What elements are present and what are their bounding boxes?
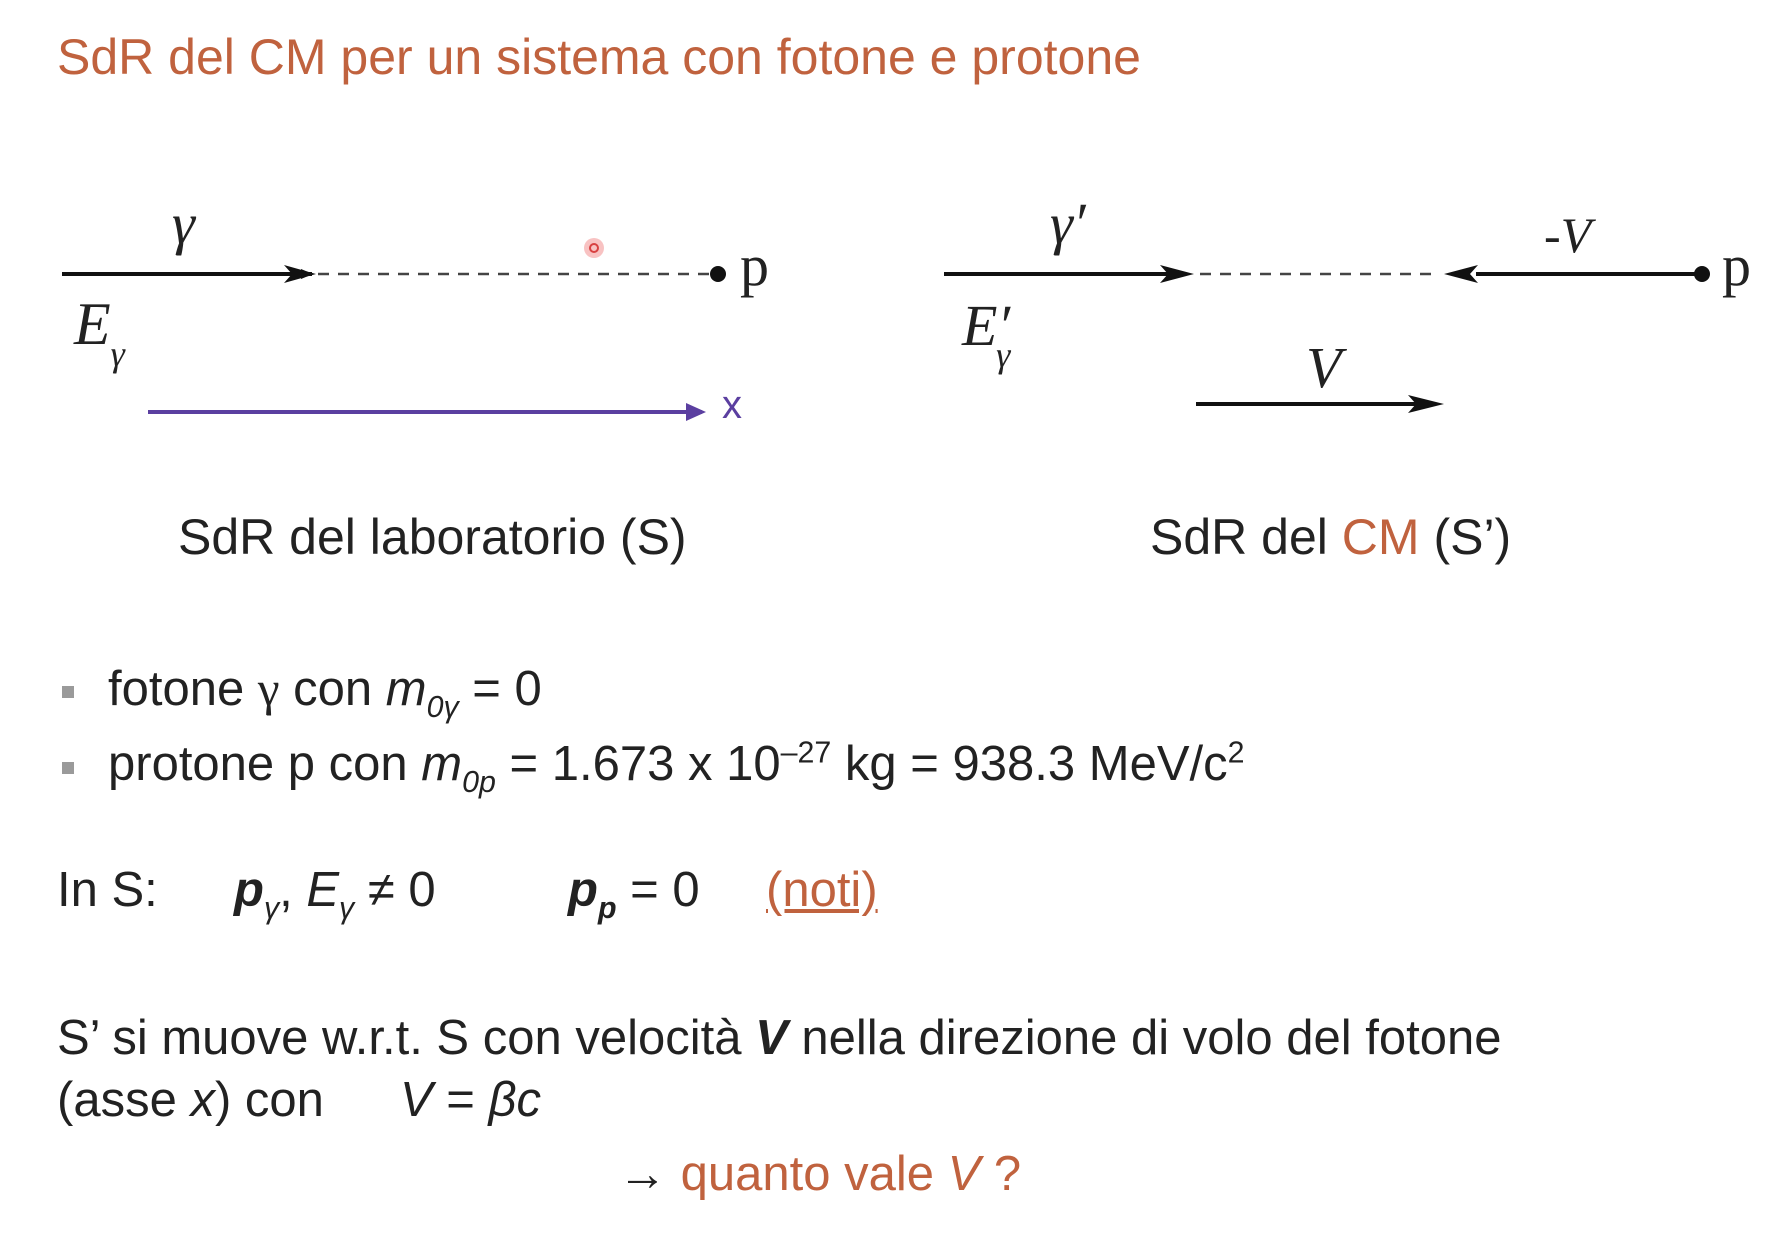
in-s-e-sub: γ — [339, 891, 355, 926]
lab-axis-label: x — [722, 383, 742, 427]
lab-diagram — [62, 238, 726, 421]
motion-line-2: (asse x) con — [57, 1072, 324, 1128]
cm-proton-label: p — [1722, 233, 1751, 298]
in-s-p-symbol: p — [234, 863, 264, 917]
in-s-pp-sub: p — [597, 891, 617, 926]
in-s-neq: ≠ 0 — [354, 863, 436, 917]
cm-diagram — [944, 265, 1710, 413]
motion-line-1: S’ si muove w.r.t. S con velocità V nell… — [57, 1010, 1502, 1066]
question-v: V — [947, 1147, 981, 1201]
motion-line2-post: ) con — [214, 1073, 324, 1127]
bullet-proton-unit: kg = 938.3 MeV/c — [831, 737, 1228, 791]
cm-energy-label: E′γ — [962, 292, 1024, 375]
cm-proton-velocity-label: -V — [1544, 207, 1592, 263]
question-arrow-icon: → — [618, 1147, 667, 1201]
in-s-photon-quantities: pγ, Eγ ≠ 0 — [234, 862, 436, 926]
lab-caption: SdR del laboratorio (S) — [178, 509, 687, 565]
question-line: → quanto vale V ? — [618, 1146, 1021, 1202]
in-s-e-symbol: E — [306, 863, 340, 917]
in-s-p-sub: γ — [263, 891, 280, 926]
bullet-proton-pre: protone p con — [108, 737, 422, 791]
velocity-eq-mid: = — [432, 1073, 489, 1127]
bullet-proton-mass: m — [421, 737, 463, 791]
bullet-marker — [62, 686, 74, 698]
cm-caption-prefix: SdR del — [1150, 509, 1342, 565]
lab-energy-symbol: E — [74, 291, 111, 357]
cm-proton-arrowhead — [1444, 265, 1478, 283]
cm-caption: SdR del CM (S’) — [1150, 508, 1511, 566]
velocity-eq-c: c — [516, 1073, 542, 1127]
cm-caption-suffix: (S’) — [1419, 509, 1512, 565]
bullet-photon-mass-sub: 0γ — [426, 690, 459, 725]
velocity-eq-v: V — [400, 1073, 433, 1127]
in-s-pp-symbol: p — [568, 863, 598, 917]
motion-line2-x: x — [190, 1073, 215, 1127]
motion-line1-post: nella direzione di volo del fotone — [787, 1011, 1502, 1065]
diagrams-canvas — [62, 238, 1710, 421]
bullet-marker — [62, 762, 74, 774]
cm-frame-velocity-label: V — [1306, 335, 1342, 400]
bullet-photon-value: = 0 — [458, 662, 542, 716]
cm-energy-subscript: γ — [996, 335, 1011, 375]
bullet-photon: fotone γ con m0γ = 0 — [108, 660, 542, 725]
velocity-equation: V = βc — [400, 1072, 541, 1128]
motion-line1-v: V — [755, 1011, 788, 1065]
motion-line1-pre: S’ si muove w.r.t. S con velocità — [57, 1011, 756, 1065]
pointer-indicator-core — [589, 243, 599, 253]
in-s-pp-value: = 0 — [616, 863, 700, 917]
question-text: quanto vale — [680, 1147, 948, 1201]
in-s-label: In S: — [57, 863, 158, 917]
lab-x-axis-arrowhead — [686, 403, 706, 421]
lab-energy-subscript: γ — [110, 334, 125, 374]
cm-caption-accent: CM — [1341, 509, 1420, 565]
bullet-photon-mid: con — [279, 662, 386, 716]
slide-title: SdR del CM per un sistema con fotone e p… — [57, 29, 1141, 85]
question-mark: ? — [980, 1147, 1022, 1201]
bullet-photon-pre: fotone — [108, 662, 258, 716]
bullet-photon-symbol: γ — [257, 661, 280, 716]
cm-photon-arrowhead — [1160, 265, 1194, 283]
velocity-eq-beta: β — [488, 1073, 517, 1127]
noti-link[interactable]: (noti) — [766, 863, 878, 917]
lab-photon-arrowhead — [284, 265, 316, 283]
pointer-indicator — [584, 238, 604, 258]
lab-proton-label: p — [740, 233, 769, 298]
lab-photon-label: γ — [172, 191, 195, 256]
in-s-comma: , — [279, 863, 307, 917]
bullet-photon-mass: m — [385, 662, 427, 716]
bullet-proton: protone p con m0p = 1.673 x 10–27 kg = 9… — [108, 736, 1245, 800]
cm-energy-symbol: E′ — [962, 293, 1011, 358]
motion-line2-pre: (asse — [57, 1073, 191, 1127]
cm-proton-dot — [1694, 266, 1710, 282]
cm-frame-velocity-arrowhead — [1408, 395, 1444, 413]
cm-photon-label: γ′ — [1050, 191, 1086, 256]
bullet-proton-exponent: –27 — [780, 735, 832, 770]
lab-proton-dot — [710, 266, 726, 282]
bullet-proton-unit-exponent: 2 — [1227, 735, 1245, 770]
in-s-proton-momentum: pp = 0 — [568, 862, 700, 926]
bullet-proton-value: = 1.673 x 10 — [495, 737, 781, 791]
lab-energy-label: Eγ — [74, 290, 125, 374]
bullet-proton-mass-sub: 0p — [462, 765, 496, 800]
